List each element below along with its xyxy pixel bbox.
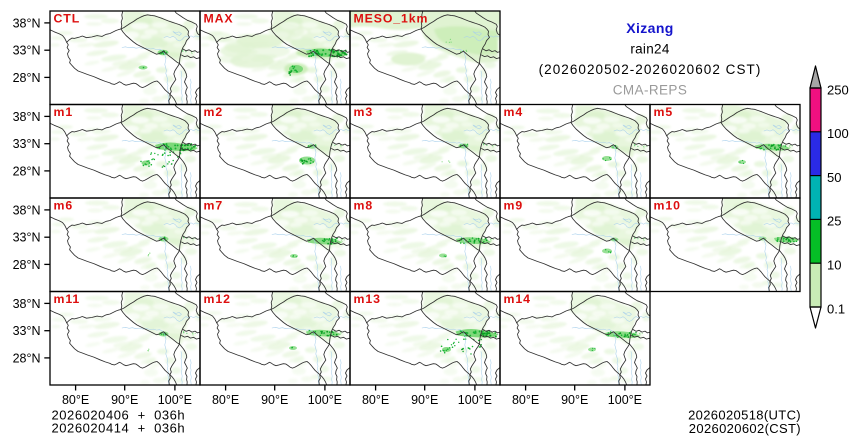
svg-text:m5: m5 [654, 105, 674, 119]
svg-text:MESO_1km: MESO_1km [354, 12, 429, 26]
svg-text:m8: m8 [354, 199, 374, 213]
svg-text:100°E: 100°E [458, 393, 492, 407]
svg-text:2026020602(CST): 2026020602(CST) [689, 421, 801, 436]
svg-text:33°N: 33°N [13, 324, 41, 338]
svg-text:80°E: 80°E [62, 393, 89, 407]
svg-text:10: 10 [827, 258, 841, 273]
svg-text:100°E: 100°E [158, 393, 192, 407]
svg-text:m13: m13 [354, 292, 381, 306]
svg-text:38°N: 38°N [13, 16, 41, 30]
svg-text:90°E: 90°E [411, 393, 438, 407]
svg-text:2026020414 + 036h: 2026020414 + 036h [52, 421, 186, 436]
svg-text:28°N: 28°N [13, 351, 41, 365]
svg-text:m7: m7 [204, 199, 224, 213]
svg-text:38°N: 38°N [13, 203, 41, 217]
svg-text:100: 100 [827, 126, 849, 141]
svg-text:m14: m14 [504, 292, 531, 306]
svg-text:m11: m11 [54, 292, 81, 306]
svg-text:2026020406 + 036h: 2026020406 + 036h [52, 408, 186, 423]
svg-text:33°N: 33°N [13, 231, 41, 245]
svg-text:80°E: 80°E [362, 393, 389, 407]
svg-text:m10: m10 [654, 199, 681, 213]
svg-text:33°N: 33°N [13, 44, 41, 58]
svg-text:25: 25 [827, 214, 841, 229]
svg-text:m12: m12 [204, 292, 231, 306]
svg-text:CTL: CTL [54, 12, 81, 26]
svg-text:28°N: 28°N [13, 71, 41, 85]
svg-text:(2026020502-2026020602 CST): (2026020502-2026020602 CST) [539, 62, 762, 77]
svg-text:rain24: rain24 [630, 42, 670, 57]
svg-text:38°N: 38°N [13, 297, 41, 311]
svg-text:Xizang: Xizang [626, 20, 674, 36]
svg-text:90°E: 90°E [261, 393, 288, 407]
svg-text:m9: m9 [504, 199, 524, 213]
svg-text:m1: m1 [54, 105, 74, 119]
svg-text:CMA-REPS: CMA-REPS [613, 83, 687, 98]
svg-text:80°E: 80°E [212, 393, 239, 407]
svg-text:m6: m6 [54, 199, 74, 213]
svg-text:50: 50 [827, 170, 841, 185]
svg-text:2026020518(UTC): 2026020518(UTC) [688, 408, 801, 423]
svg-text:250: 250 [827, 82, 849, 97]
svg-text:0.1: 0.1 [827, 301, 845, 316]
svg-text:38°N: 38°N [13, 110, 41, 124]
svg-text:100°E: 100°E [308, 393, 342, 407]
svg-text:100°E: 100°E [608, 393, 642, 407]
svg-text:m4: m4 [504, 105, 524, 119]
svg-text:28°N: 28°N [13, 164, 41, 178]
svg-text:90°E: 90°E [561, 393, 588, 407]
svg-text:90°E: 90°E [111, 393, 138, 407]
svg-text:33°N: 33°N [13, 137, 41, 151]
svg-text:28°N: 28°N [13, 258, 41, 272]
svg-text:MAX: MAX [204, 12, 234, 26]
svg-text:m3: m3 [354, 105, 374, 119]
svg-text:m2: m2 [204, 105, 224, 119]
svg-text:80°E: 80°E [512, 393, 539, 407]
